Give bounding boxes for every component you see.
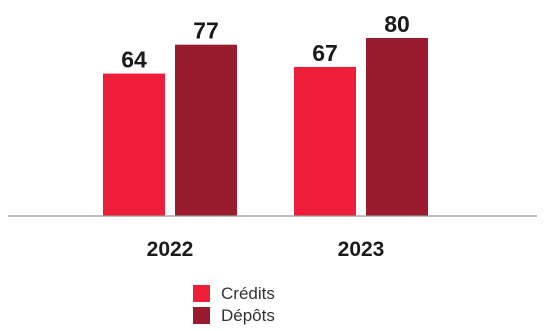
value-label-2022-depots: 77 [193, 18, 219, 44]
bars-group [103, 38, 428, 216]
legend-label-depots: Dépôts [221, 306, 275, 325]
bar-2023-credits [294, 66, 356, 216]
bar-2023-depots [366, 38, 428, 216]
legend-label-credits: Crédits [221, 284, 275, 303]
value-label-2022-credits: 64 [121, 47, 147, 73]
legend-swatch-credits [193, 285, 210, 302]
legend-swatch-depots [193, 307, 210, 324]
category-labels-group: 2022 2023 [147, 238, 385, 261]
value-label-2023-depots: 80 [384, 11, 410, 37]
bar-2022-credits [103, 73, 165, 216]
bar-2022-depots [175, 44, 237, 216]
category-label-2022: 2022 [147, 238, 194, 261]
legend: Crédits Dépôts [193, 284, 275, 325]
value-labels-group: 64 77 67 80 [121, 11, 410, 73]
value-label-2023-credits: 67 [312, 40, 338, 66]
category-label-2023: 2023 [338, 238, 385, 261]
